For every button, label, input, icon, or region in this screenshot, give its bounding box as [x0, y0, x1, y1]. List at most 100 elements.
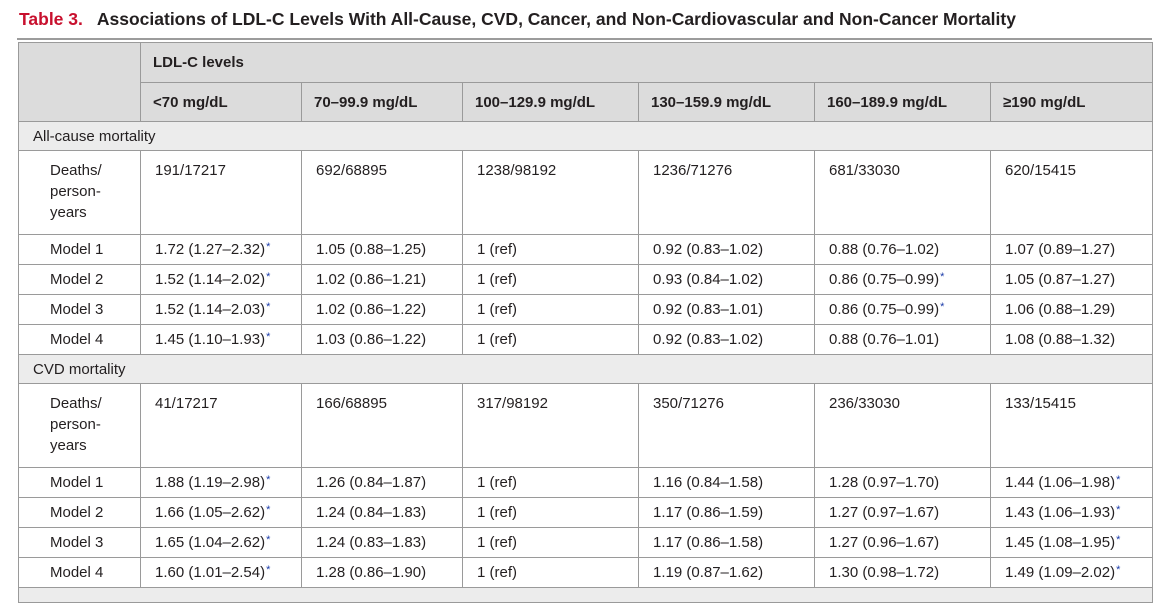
estimate-value: 1.16 (0.84–1.58) [653, 474, 764, 491]
estimate-cell: 1.60 (1.01–2.54)* [140, 557, 302, 588]
estimate-value: 1.07 (0.89–1.27) [1005, 241, 1116, 258]
model-row: Model 4 1.45 (1.10–1.93)* 1.03 (0.86–1.22)… [18, 324, 1154, 355]
significance-marker: * [1116, 474, 1121, 486]
model-row: Model 4 1.60 (1.01–2.54)* 1.28 (0.86–1.90)… [18, 557, 1154, 588]
row-label-line: person- [50, 183, 101, 200]
estimate-value: 1 (ref) [477, 241, 518, 258]
row-label: Model 1 [18, 234, 141, 265]
deaths-cell: 191/17217 [140, 150, 302, 235]
row-label-line: years [50, 437, 87, 454]
estimate-value: 1.49 (1.09–2.02) [1005, 564, 1116, 581]
estimate-cell: 1.26 (0.84–1.87) [301, 467, 463, 498]
deaths-cell: 1236/71276 [638, 150, 815, 235]
estimate-value: 1.24 (0.83–1.83) [316, 534, 427, 551]
estimate-value: 1.72 (1.27–2.32) [155, 241, 266, 258]
deaths-row: Deaths/person-years 41/17217 166/68895 317/… [18, 383, 1154, 468]
significance-marker: * [266, 301, 271, 313]
estimate-cell: 1.24 (0.84–1.83) [301, 497, 463, 528]
estimate-value: 0.93 (0.84–1.02) [653, 271, 764, 288]
section-row: CVD mortality [17, 354, 1154, 384]
estimate-cell: 0.88 (0.76–1.02) [814, 234, 991, 265]
table-caption: Associations of LDL-C Levels With All-Ca… [96, 9, 1016, 29]
next-section-strip [17, 587, 1154, 603]
estimate-value: 1.43 (1.06–1.93) [1005, 504, 1116, 521]
estimate-cell: 0.92 (0.83–1.02) [638, 324, 815, 355]
estimate-cell: 1.88 (1.19–2.98)* [140, 467, 302, 498]
estimate-cell: 1.30 (0.98–1.72) [814, 557, 991, 588]
estimate-value: 1.44 (1.06–1.98) [1005, 474, 1116, 491]
estimate-value: 1 (ref) [477, 504, 518, 521]
row-label-line: person- [50, 416, 101, 433]
significance-marker: * [1116, 504, 1121, 516]
estimate-cell: 1.45 (1.10–1.93)* [140, 324, 302, 355]
deaths-cell: 350/71276 [638, 383, 815, 468]
estimate-value: 1.30 (0.98–1.72) [829, 564, 940, 581]
estimate-value: 0.86 (0.75–0.99) [829, 271, 940, 288]
estimate-cell: 1.02 (0.86–1.22) [301, 294, 463, 325]
estimate-cell: 1.24 (0.83–1.83) [301, 527, 463, 558]
significance-marker: * [1116, 564, 1121, 576]
estimate-value: 1.24 (0.84–1.83) [316, 504, 427, 521]
significance-marker: * [266, 241, 271, 253]
estimate-cell: 1.02 (0.86–1.21) [301, 264, 463, 295]
column-header: <70 mg/dL [140, 82, 302, 122]
estimate-cell: 1.45 (1.08–1.95)* [989, 527, 1154, 558]
estimate-value: 1.45 (1.10–1.93) [155, 331, 266, 348]
estimate-cell: 1.65 (1.04–2.62)* [140, 527, 302, 558]
estimate-value: 0.92 (0.83–1.02) [653, 331, 764, 348]
model-row: Model 2 1.66 (1.05–2.62)* 1.24 (0.84–1.83)… [18, 497, 1154, 528]
row-label: Model 1 [18, 467, 141, 498]
estimate-value: 1.05 (0.87–1.27) [1005, 271, 1116, 288]
estimate-value: 0.86 (0.75–0.99) [829, 301, 940, 318]
estimate-value: 1 (ref) [477, 564, 518, 581]
row-label: Model 4 [18, 557, 141, 588]
estimate-value: 1.52 (1.14–2.03) [155, 301, 266, 318]
estimate-cell: 1.66 (1.05–2.62)* [140, 497, 302, 528]
deaths-cell: 236/33030 [814, 383, 991, 468]
row-label: Deaths/person-years [18, 150, 141, 235]
column-header: 100–129.9 mg/dL [462, 82, 639, 122]
deaths-row: Deaths/person-years 191/17217 692/68895 123… [18, 150, 1154, 235]
estimate-cell: 1 (ref) [462, 467, 639, 498]
deaths-cell: 1238/98192 [462, 150, 639, 235]
significance-marker: * [266, 331, 271, 343]
section-row: All-cause mortality [17, 121, 1154, 151]
model-row: Model 3 1.65 (1.04–2.62)* 1.24 (0.83–1.83)… [18, 527, 1154, 558]
estimate-cell: 1.05 (0.87–1.27) [989, 264, 1154, 295]
estimate-value: 1 (ref) [477, 474, 518, 491]
estimate-value: 1.66 (1.05–2.62) [155, 504, 266, 521]
estimate-cell: 1.28 (0.97–1.70) [814, 467, 991, 498]
estimate-value: 1.03 (0.86–1.22) [316, 331, 427, 348]
column-header: 70–99.9 mg/dL [301, 82, 463, 122]
title-rule [17, 38, 1152, 40]
estimate-cell: 0.88 (0.76–1.01) [814, 324, 991, 355]
estimate-cell: 1 (ref) [462, 324, 639, 355]
row-label-line: Deaths/ [50, 395, 102, 412]
deaths-cell: 620/15415 [989, 150, 1154, 235]
estimate-value: 1.52 (1.14–2.02) [155, 271, 266, 288]
significance-marker: * [266, 504, 271, 516]
estimate-value: 1.05 (0.88–1.25) [316, 241, 427, 258]
row-label: Deaths/person-years [18, 383, 141, 468]
estimate-value: 1.27 (0.97–1.67) [829, 504, 940, 521]
estimate-cell: 1.28 (0.86–1.90) [301, 557, 463, 588]
header-corner [18, 42, 141, 122]
estimate-value: 1.60 (1.01–2.54) [155, 564, 266, 581]
estimate-value: 1.26 (0.84–1.87) [316, 474, 427, 491]
estimate-value: 1.88 (1.19–2.98) [155, 474, 266, 491]
estimate-cell: 1.27 (0.97–1.67) [814, 497, 991, 528]
column-header: 130–159.9 mg/dL [638, 82, 815, 122]
model-row: Model 1 1.88 (1.19–2.98)* 1.26 (0.84–1.87)… [18, 467, 1154, 498]
estimate-value: 0.88 (0.76–1.01) [829, 331, 940, 348]
deaths-cell: 133/15415 [989, 383, 1154, 468]
estimate-cell: 1 (ref) [462, 497, 639, 528]
estimate-cell: 0.92 (0.83–1.01) [638, 294, 815, 325]
estimate-value: 1.02 (0.86–1.21) [316, 271, 427, 288]
deaths-cell: 681/33030 [814, 150, 991, 235]
table-number: Table 3. [19, 9, 83, 29]
estimate-cell: 0.92 (0.83–1.02) [638, 234, 815, 265]
estimate-cell: 1.08 (0.88–1.32) [989, 324, 1154, 355]
significance-marker: * [940, 301, 945, 313]
estimate-value: 1.27 (0.96–1.67) [829, 534, 940, 551]
section-title: All-cause mortality [17, 121, 1154, 151]
